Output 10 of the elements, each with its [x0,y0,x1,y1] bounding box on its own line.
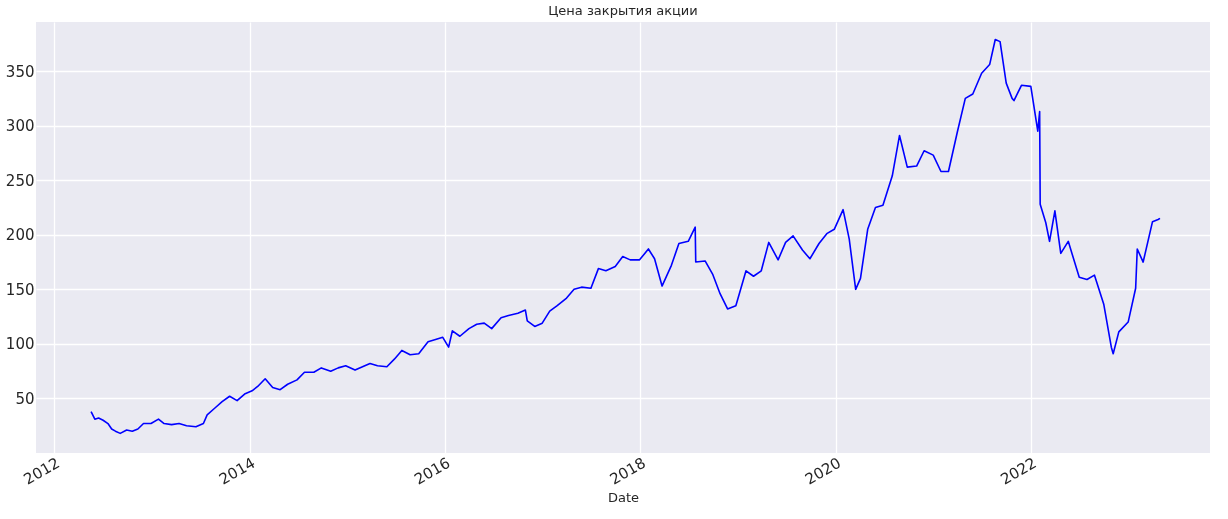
y-tick-label: 200 [5,226,35,245]
line-series [90,38,1161,435]
y-tick-label: 50 [15,389,35,408]
y-tick-label: 350 [5,62,35,81]
y-tick-label: 150 [5,280,35,299]
x-axis-title: Date [607,489,640,505]
y-tick-label: 100 [5,335,35,354]
y-tick-label: 250 [5,171,35,190]
y-tick-label: 300 [5,117,35,136]
chart-title: Цена закрытия акции [548,3,698,18]
